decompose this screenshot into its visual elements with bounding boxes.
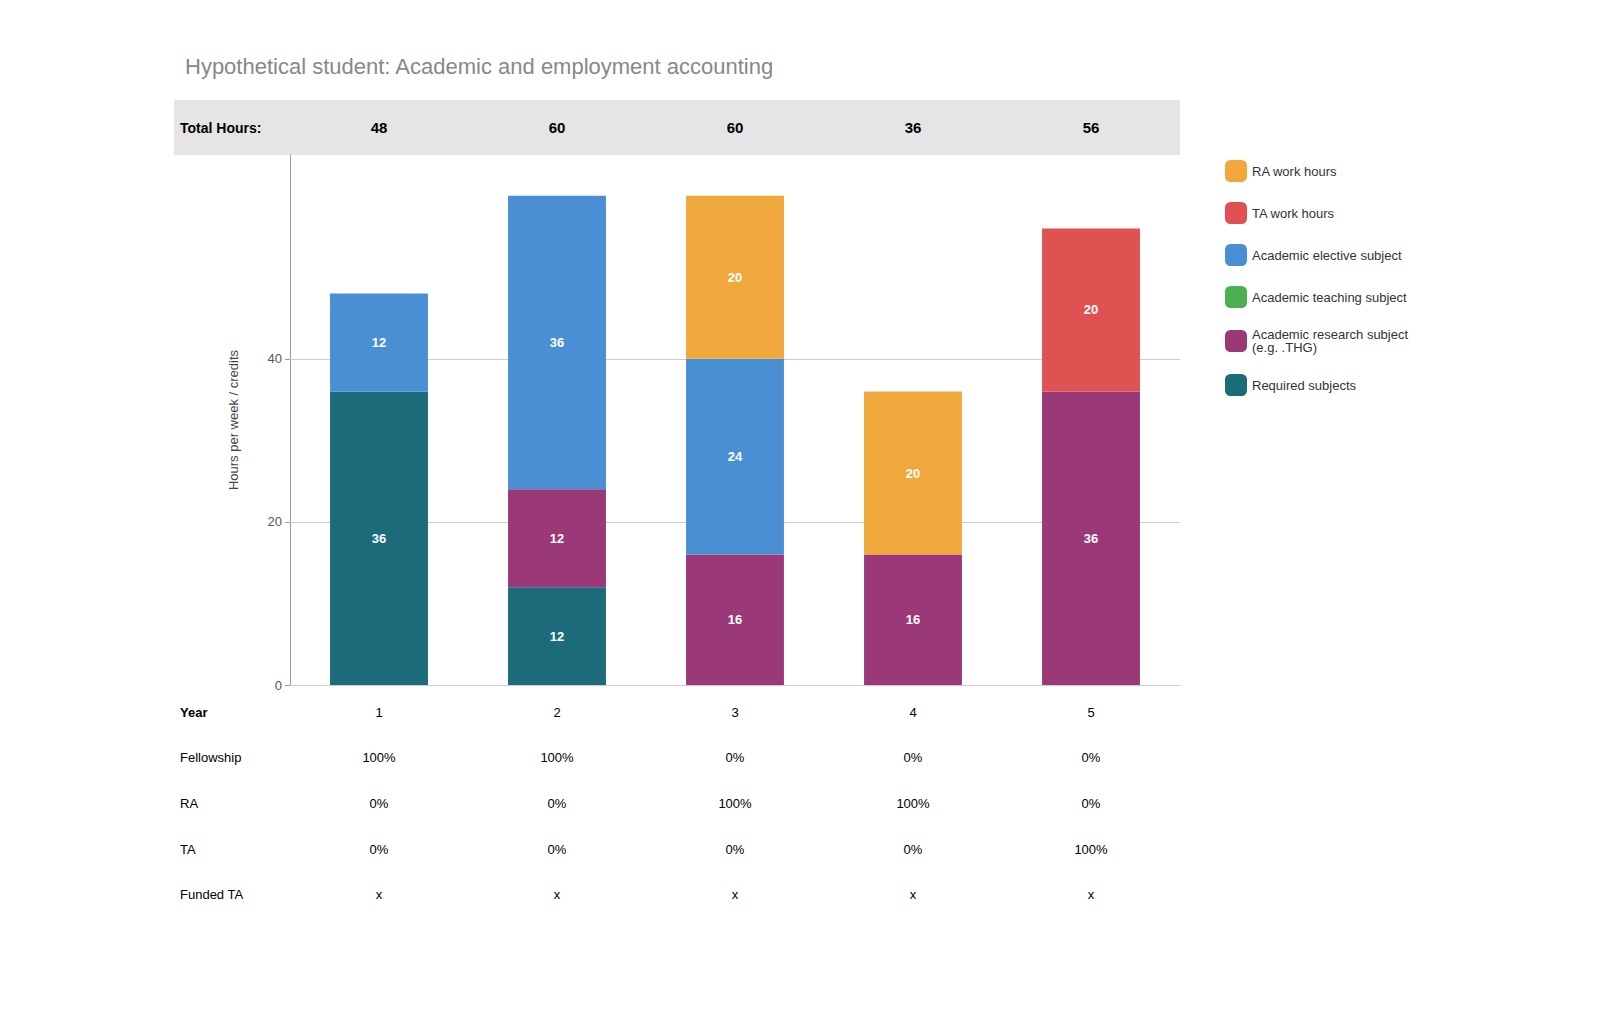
svg-text:0%: 0% <box>370 842 389 857</box>
svg-text:Fellowship: Fellowship <box>180 750 241 765</box>
svg-text:16: 16 <box>906 612 920 627</box>
svg-text:100%: 100% <box>540 750 574 765</box>
svg-text:x: x <box>376 887 383 902</box>
svg-text:0%: 0% <box>904 842 923 857</box>
svg-text:20: 20 <box>728 270 742 285</box>
svg-text:60: 60 <box>727 119 744 136</box>
svg-text:Total Hours:: Total Hours: <box>180 120 261 136</box>
svg-text:16: 16 <box>728 612 742 627</box>
svg-text:60: 60 <box>549 119 566 136</box>
svg-text:1: 1 <box>375 705 382 720</box>
svg-text:x: x <box>554 887 561 902</box>
svg-text:0%: 0% <box>548 796 567 811</box>
svg-text:36: 36 <box>905 119 922 136</box>
svg-text:0%: 0% <box>1082 796 1101 811</box>
svg-text:(e.g. .THG): (e.g. .THG) <box>1252 340 1317 355</box>
svg-text:20: 20 <box>268 514 282 529</box>
svg-text:0%: 0% <box>726 750 745 765</box>
svg-text:20: 20 <box>1084 302 1098 317</box>
svg-text:20: 20 <box>906 466 920 481</box>
svg-text:4: 4 <box>909 705 916 720</box>
svg-text:36: 36 <box>1084 531 1098 546</box>
svg-text:Required subjects: Required subjects <box>1252 378 1357 393</box>
svg-text:Academic teaching subject: Academic teaching subject <box>1252 290 1407 305</box>
svg-text:RA: RA <box>180 796 198 811</box>
svg-text:0%: 0% <box>370 796 389 811</box>
svg-text:36: 36 <box>550 335 564 350</box>
svg-text:12: 12 <box>372 335 386 350</box>
svg-text:100%: 100% <box>362 750 396 765</box>
svg-text:12: 12 <box>550 531 564 546</box>
svg-text:2: 2 <box>553 705 560 720</box>
svg-text:36: 36 <box>372 531 386 546</box>
svg-text:40: 40 <box>268 351 282 366</box>
svg-text:Hours per week / credits: Hours per week / credits <box>226 349 241 490</box>
svg-text:56: 56 <box>1083 119 1100 136</box>
svg-text:5: 5 <box>1087 705 1094 720</box>
svg-text:TA work hours: TA work hours <box>1252 206 1335 221</box>
svg-text:Year: Year <box>180 705 207 720</box>
svg-text:100%: 100% <box>896 796 930 811</box>
svg-text:0%: 0% <box>726 842 745 857</box>
svg-text:3: 3 <box>731 705 738 720</box>
svg-text:x: x <box>1088 887 1095 902</box>
svg-text:100%: 100% <box>1074 842 1108 857</box>
svg-text:0%: 0% <box>548 842 567 857</box>
svg-text:48: 48 <box>371 119 388 136</box>
svg-text:RA work hours: RA work hours <box>1252 164 1337 179</box>
svg-text:24: 24 <box>728 449 743 464</box>
svg-text:Academic research subject: Academic research subject <box>1252 327 1409 342</box>
svg-text:100%: 100% <box>718 796 752 811</box>
svg-text:TA: TA <box>180 842 196 857</box>
svg-text:Funded TA: Funded TA <box>180 887 243 902</box>
svg-text:0%: 0% <box>904 750 923 765</box>
svg-text:x: x <box>910 887 917 902</box>
svg-text:Hypothetical student: Academic: Hypothetical student: Academic and emplo… <box>185 54 773 79</box>
svg-text:12: 12 <box>550 629 564 644</box>
svg-text:0%: 0% <box>1082 750 1101 765</box>
svg-text:x: x <box>732 887 739 902</box>
svg-text:0: 0 <box>275 678 282 693</box>
svg-text:Academic elective subject: Academic elective subject <box>1252 248 1402 263</box>
